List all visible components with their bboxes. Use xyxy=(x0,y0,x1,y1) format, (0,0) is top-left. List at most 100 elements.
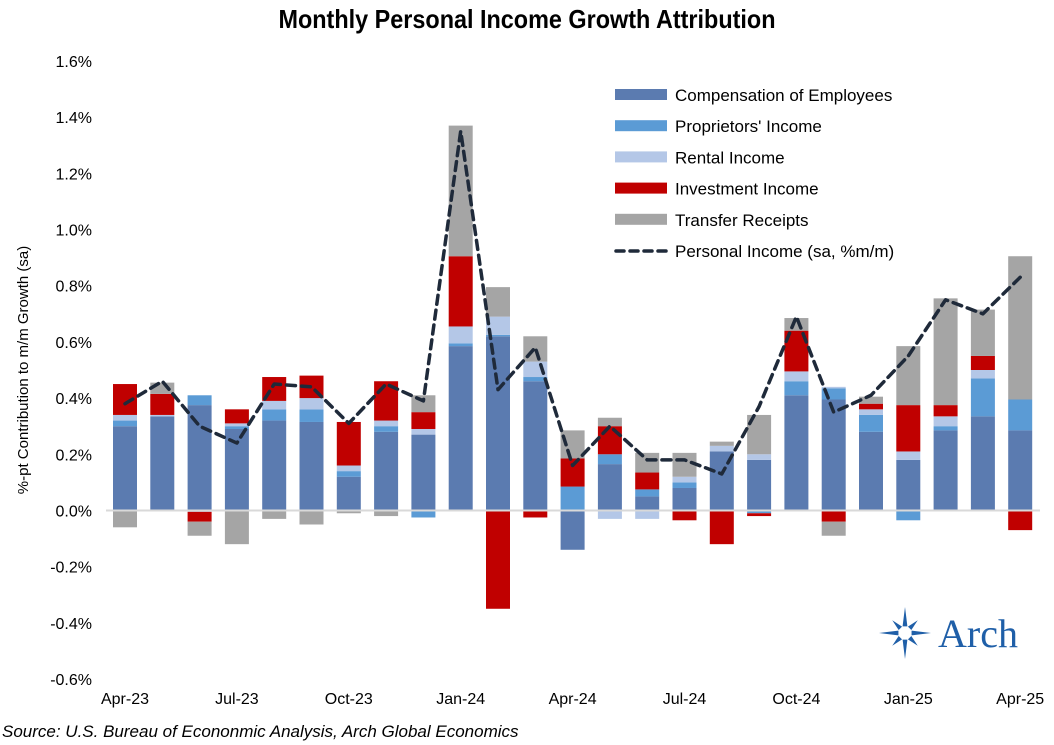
bar-segment-transfer-receipts xyxy=(374,510,399,517)
bar-segment-transfer-receipts xyxy=(1008,256,1033,400)
legend-label: Investment Income xyxy=(675,180,819,199)
bar-segment-transfer-receipts xyxy=(709,441,734,446)
bar-segment-compensation-of-employees xyxy=(1008,430,1033,511)
bar-segment-proprietors-income xyxy=(224,426,249,429)
legend-swatch xyxy=(615,213,667,225)
bar-segment-investment-income xyxy=(224,409,249,424)
bar-segment-investment-income xyxy=(523,510,548,518)
bar-segment-transfer-receipts xyxy=(187,521,212,536)
bar-segment-rental-income xyxy=(299,398,324,410)
bar-segment-compensation-of-employees xyxy=(859,431,883,511)
bar-segment-investment-income xyxy=(709,510,734,545)
bar-segment-proprietors-income xyxy=(411,510,436,518)
bar-segment-rental-income xyxy=(150,414,175,417)
bar-segment-transfer-receipts xyxy=(224,510,249,545)
bar-segment-rental-income xyxy=(747,454,772,460)
y-tick-label: 1.4% xyxy=(56,110,92,127)
bar-segment-investment-income xyxy=(1008,510,1033,531)
legend-label: Compensation of Employees xyxy=(675,86,892,105)
bar-segment-proprietors-income xyxy=(672,482,697,488)
bar-segment-transfer-receipts xyxy=(150,382,175,394)
bar-segment-investment-income xyxy=(150,393,175,415)
bar-segment-investment-income xyxy=(448,256,473,327)
bar-segment-investment-income xyxy=(970,355,995,370)
bar-segment-rental-income xyxy=(970,370,995,379)
x-tick-label: Apr-24 xyxy=(549,691,597,708)
x-tick-label: Jan-25 xyxy=(884,691,933,708)
bar-segment-rental-income xyxy=(597,510,622,519)
y-tick-label: 1.0% xyxy=(56,223,92,240)
bar-segment-compensation-of-employees xyxy=(336,476,361,511)
bar-segment-compensation-of-employees xyxy=(784,395,809,511)
arch-logo-star-icon xyxy=(892,635,903,646)
legend-swatch xyxy=(615,89,667,100)
y-tick-label: 0.4% xyxy=(56,391,92,408)
bar-segment-rental-income xyxy=(859,409,883,415)
bar-segment-proprietors-income xyxy=(933,426,958,431)
bar-segment-compensation-of-employees xyxy=(523,381,548,511)
x-tick-label: Oct-23 xyxy=(325,691,373,708)
bar-segment-transfer-receipts xyxy=(859,396,883,404)
bar-segment-compensation-of-employees xyxy=(299,421,324,511)
bar-segment-proprietors-income xyxy=(635,489,660,497)
bar-segment-compensation-of-employees xyxy=(262,420,287,511)
y-tick-label: 1.6% xyxy=(56,54,92,71)
bar-segment-compensation-of-employees xyxy=(448,346,473,511)
bar-segment-rental-income xyxy=(113,414,137,421)
x-tick-label: Oct-24 xyxy=(772,691,820,708)
bar-segment-investment-income xyxy=(486,510,510,609)
bar-segment-transfer-receipts xyxy=(933,298,958,406)
bar-segment-compensation-of-employees xyxy=(672,487,697,511)
bar-segment-transfer-receipts xyxy=(486,287,510,317)
bar-segment-compensation-of-employees xyxy=(486,336,510,511)
bar-segment-investment-income xyxy=(597,426,622,455)
bar-segment-investment-income xyxy=(672,510,697,521)
bar-segment-compensation-of-employees xyxy=(150,416,175,511)
bar-segment-proprietors-income xyxy=(560,486,585,511)
bar-segment-rental-income xyxy=(672,476,697,483)
arch-logo-star-icon xyxy=(879,630,899,636)
bar-segment-investment-income xyxy=(896,405,921,452)
bar-segment-proprietors-income xyxy=(1008,399,1033,431)
x-tick-label: Apr-23 xyxy=(101,691,149,708)
bar-segment-rental-income xyxy=(411,428,436,435)
bar-segment-investment-income xyxy=(821,510,846,522)
bar-segment-rental-income xyxy=(896,451,921,460)
bar-segment-rental-income xyxy=(821,386,846,389)
bar-segment-proprietors-income xyxy=(784,381,809,396)
bar-segment-proprietors-income xyxy=(523,377,548,382)
bar-segment-proprietors-income xyxy=(597,454,622,465)
x-tick-label: Jul-23 xyxy=(215,691,259,708)
bar-segment-investment-income xyxy=(411,412,436,429)
bar-segment-compensation-of-employees xyxy=(821,399,846,511)
y-tick-label: -0.2% xyxy=(50,560,92,577)
bar-segment-rental-income xyxy=(262,400,287,410)
legend-label: Rental Income xyxy=(675,148,785,167)
x-tick-label: Apr-25 xyxy=(996,691,1044,708)
bar-segment-proprietors-income xyxy=(970,378,995,417)
bar-segment-proprietors-income xyxy=(821,388,846,400)
legend-label: Personal Income (sa, %m/m) xyxy=(675,242,894,261)
y-tick-label: -0.6% xyxy=(50,672,92,689)
bar-segment-rental-income xyxy=(224,423,249,427)
bar-segment-proprietors-income xyxy=(299,409,324,422)
bar-segment-rental-income xyxy=(635,510,660,519)
bar-segment-compensation-of-employees xyxy=(597,464,622,511)
arch-logo-star-icon xyxy=(902,607,908,627)
bar-segment-compensation-of-employees xyxy=(374,431,399,511)
bar-segment-transfer-receipts xyxy=(299,510,324,525)
legend-swatch xyxy=(615,120,667,132)
bar-segment-compensation-of-employees xyxy=(187,405,212,511)
bar-segment-investment-income xyxy=(560,458,585,487)
bar-segment-investment-income xyxy=(635,472,660,490)
legend-label: Proprietors' Income xyxy=(675,117,822,136)
bar-segment-compensation-of-employees xyxy=(970,416,995,511)
bar-segment-compensation-of-employees xyxy=(411,434,436,511)
arch-logo-star-icon xyxy=(911,630,931,636)
bar-segment-compensation-of-employees xyxy=(896,459,921,511)
bar-segment-transfer-receipts xyxy=(597,417,622,427)
bar-segment-compensation-of-employees xyxy=(113,426,137,511)
bar-segment-proprietors-income xyxy=(336,471,361,477)
arch-logo-star-icon xyxy=(907,635,918,646)
